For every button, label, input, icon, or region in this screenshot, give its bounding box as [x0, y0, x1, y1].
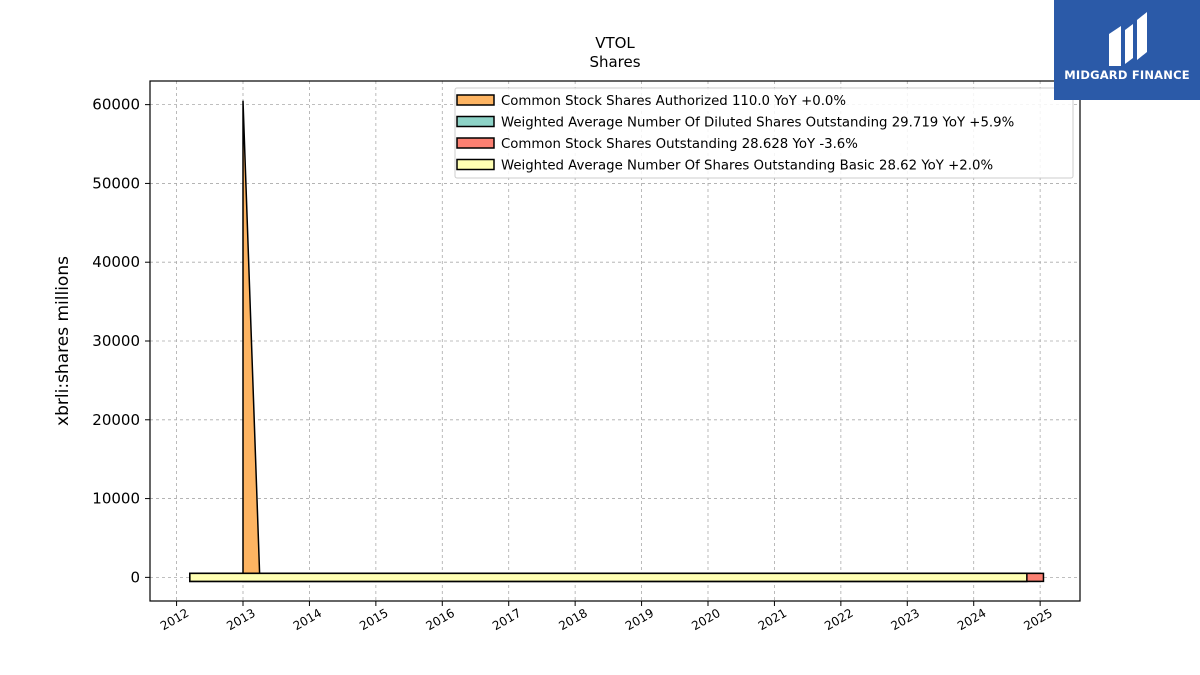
legend-swatch: [456, 94, 495, 106]
y-tick-label: 0: [130, 568, 140, 586]
x-tick-label: 2017: [490, 606, 523, 633]
legend-entry: Common Stock Shares Authorized 110.0 YoY…: [501, 94, 846, 109]
y-tick-label: 30000: [92, 332, 140, 350]
x-tick-label: 2025: [1021, 606, 1054, 633]
x-tick-label: 2020: [689, 606, 722, 633]
y-tick-label: 20000: [92, 411, 140, 429]
x-tick-label: 2018: [556, 606, 589, 633]
legend-swatch: [456, 137, 495, 149]
y-axis: 0 10000 20000 30000 40000 50000 60000: [92, 96, 150, 586]
legend-entry: Weighted Average Number Of Shares Outsta…: [501, 159, 993, 174]
legend-entry: Common Stock Shares Outstanding 28.628 Y…: [501, 137, 858, 152]
x-tick-label: 2022: [822, 606, 855, 633]
x-tick-label: 2013: [224, 606, 257, 633]
y-tick-label: 60000: [92, 96, 140, 114]
legend-swatch: [456, 158, 495, 171]
brand-name: MIDGARD FINANCE: [1064, 68, 1190, 82]
x-tick-label: 2024: [955, 606, 988, 633]
x-tick-label: 2015: [357, 606, 390, 633]
legend-entry: Weighted Average Number Of Diluted Share…: [501, 116, 1014, 131]
brand-logo: MIDGARD FINANCE: [1054, 0, 1200, 100]
x-tick-label: 2023: [889, 606, 922, 633]
x-tick-label: 2019: [623, 606, 656, 633]
x-tick-label: 2014: [291, 606, 324, 633]
chart-subtitle: Shares: [589, 53, 640, 71]
x-tick-label: 2012: [158, 606, 191, 633]
logo-mark-icon: [1109, 12, 1147, 66]
x-tick-label: 2016: [424, 606, 457, 633]
x-tick-label: 2021: [756, 606, 789, 633]
legend-box: [454, 87, 1074, 179]
legend-swatch: [456, 115, 495, 128]
x-axis: 2012 2013 2014 2015 2016 2017 2018 2019 2020 2021…: [158, 601, 1055, 633]
y-tick-label: 50000: [92, 174, 140, 192]
y-tick-label: 10000: [92, 490, 140, 508]
legend: Common Stock Shares Authorized 110.0 YoY…: [454, 87, 1074, 179]
series-area-4: [189, 572, 1028, 583]
chart-title: VTOL: [595, 34, 635, 52]
y-tick-label: 40000: [92, 253, 140, 271]
y-axis-label: xbrli:shares millions: [53, 256, 73, 426]
series-layer: [189, 100, 1045, 583]
